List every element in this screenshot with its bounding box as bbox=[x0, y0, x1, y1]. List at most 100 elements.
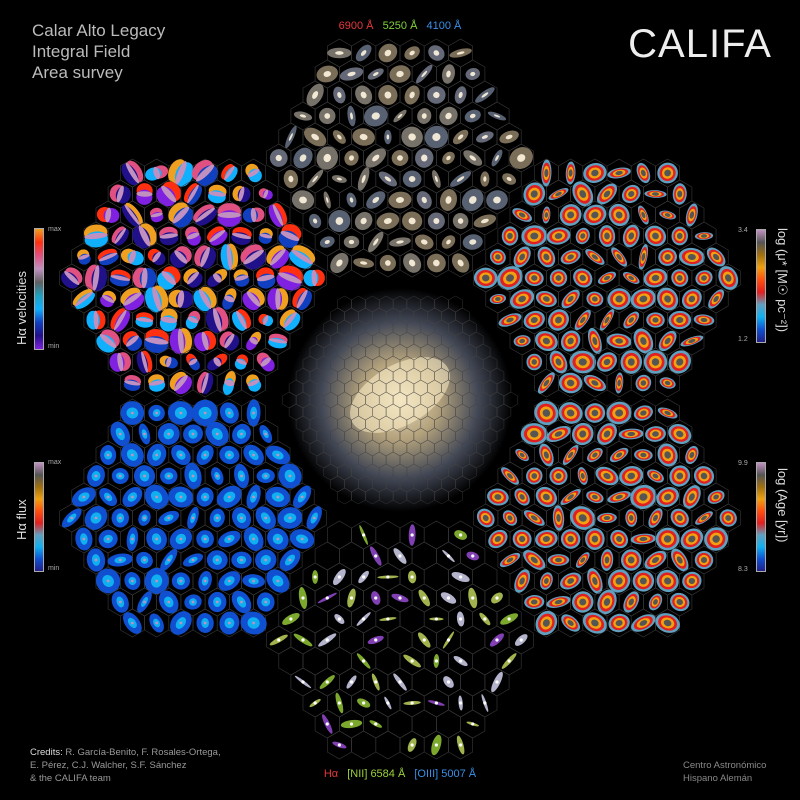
velocity-map bbox=[61, 271, 79, 289]
velocity-map bbox=[263, 189, 269, 199]
emission-core bbox=[459, 701, 463, 705]
ring-map bbox=[544, 578, 549, 584]
flux-core bbox=[252, 495, 256, 499]
flux-core bbox=[143, 558, 146, 562]
flux-core bbox=[179, 537, 183, 541]
galaxy-core bbox=[408, 133, 416, 141]
ring-map bbox=[554, 233, 563, 239]
flux-core bbox=[130, 579, 134, 583]
ring-map bbox=[568, 169, 573, 177]
ifu-hexagon bbox=[339, 541, 364, 571]
flux-core bbox=[179, 621, 183, 625]
emission-core bbox=[434, 659, 438, 663]
galaxy-core bbox=[335, 217, 344, 225]
velocity-map bbox=[124, 380, 141, 386]
ring-map bbox=[567, 620, 574, 626]
galaxy-core bbox=[299, 114, 307, 118]
ifu-hexagon bbox=[375, 520, 401, 550]
flux-core bbox=[167, 516, 171, 520]
ring-map bbox=[530, 190, 538, 198]
galaxy-core bbox=[385, 260, 391, 266]
velocity-map bbox=[99, 334, 117, 348]
velocity-map bbox=[270, 249, 290, 269]
galaxy-core bbox=[312, 91, 319, 99]
ring-map bbox=[640, 380, 647, 386]
top-wavelength-legend: 6900 Å 5250 Å 4100 Å bbox=[0, 20, 800, 32]
flux-core bbox=[276, 537, 280, 541]
ring-map bbox=[530, 316, 538, 324]
ring-map bbox=[676, 275, 683, 281]
mass-label: log (μ* [M☉ pc⁻²]) bbox=[775, 228, 790, 333]
emission-line-panel bbox=[266, 520, 534, 760]
emission-core bbox=[446, 596, 451, 600]
ring-map bbox=[652, 473, 659, 479]
velocity-map bbox=[289, 250, 312, 269]
title-line: Integral Field bbox=[32, 42, 131, 61]
ring-map bbox=[604, 275, 610, 281]
line-halpha: Hα bbox=[323, 768, 339, 780]
velocity-map bbox=[128, 250, 136, 264]
flux-core bbox=[155, 579, 159, 583]
velocity-map bbox=[246, 291, 261, 307]
credits: Credits: R. García-Benito, F. Rosales-Or… bbox=[30, 746, 221, 785]
flux-core bbox=[82, 495, 86, 499]
galaxy-core bbox=[432, 133, 441, 141]
ring-map bbox=[676, 472, 684, 480]
ring-map bbox=[591, 409, 599, 417]
ring-map bbox=[688, 493, 695, 501]
ring-map bbox=[676, 430, 684, 438]
emission-core bbox=[410, 575, 414, 579]
ring-map bbox=[530, 515, 538, 521]
flux-core bbox=[118, 558, 122, 562]
emission-core bbox=[495, 680, 499, 684]
ifu-hexagon bbox=[460, 667, 486, 697]
velocity-map bbox=[141, 267, 148, 289]
ring-map bbox=[640, 410, 647, 416]
galaxy-core bbox=[481, 135, 488, 139]
emission-core bbox=[301, 596, 305, 600]
emission-core bbox=[434, 743, 438, 747]
title-line: Area survey bbox=[32, 63, 123, 82]
galaxy-core bbox=[324, 113, 331, 119]
flux-core bbox=[215, 432, 219, 436]
emission-core bbox=[410, 743, 414, 747]
ring-map bbox=[555, 473, 562, 479]
galaxy-core bbox=[397, 155, 403, 161]
optical-panel bbox=[266, 38, 534, 278]
ifu-hexagon bbox=[302, 604, 328, 634]
flux-core bbox=[312, 516, 316, 520]
flux-core bbox=[143, 474, 146, 478]
velocity-map bbox=[175, 161, 187, 185]
emission-core bbox=[325, 638, 329, 642]
galaxy-core bbox=[469, 113, 476, 119]
galaxy-core bbox=[483, 176, 487, 182]
galaxy-core bbox=[457, 218, 464, 224]
galaxy-core bbox=[323, 71, 332, 77]
galaxy-core bbox=[349, 155, 355, 161]
title-line: Calar Alto Legacy bbox=[32, 21, 166, 40]
flux-core bbox=[94, 516, 98, 520]
emission-core bbox=[471, 596, 475, 600]
flux-core bbox=[203, 537, 207, 541]
galaxy-core bbox=[468, 196, 477, 204]
emission-core bbox=[374, 680, 378, 684]
velocity-map bbox=[196, 164, 215, 182]
galaxy-core bbox=[433, 91, 440, 99]
velocity-map bbox=[311, 269, 317, 287]
velocity-map bbox=[110, 275, 131, 281]
ring-map bbox=[554, 599, 563, 605]
flux-core bbox=[179, 453, 183, 457]
flux-panel bbox=[59, 398, 327, 638]
galaxy-core bbox=[384, 176, 392, 182]
ring-map bbox=[688, 338, 696, 344]
galaxy-core bbox=[348, 239, 355, 245]
galaxy-core bbox=[311, 133, 320, 141]
ring-map bbox=[506, 557, 514, 563]
ring-map bbox=[494, 535, 502, 543]
flux-core bbox=[82, 537, 86, 541]
galaxy-core bbox=[445, 196, 452, 204]
ring-map bbox=[652, 317, 659, 323]
emission-core bbox=[349, 596, 354, 600]
galaxy-core bbox=[446, 70, 451, 78]
velocity-min: min bbox=[48, 343, 60, 350]
